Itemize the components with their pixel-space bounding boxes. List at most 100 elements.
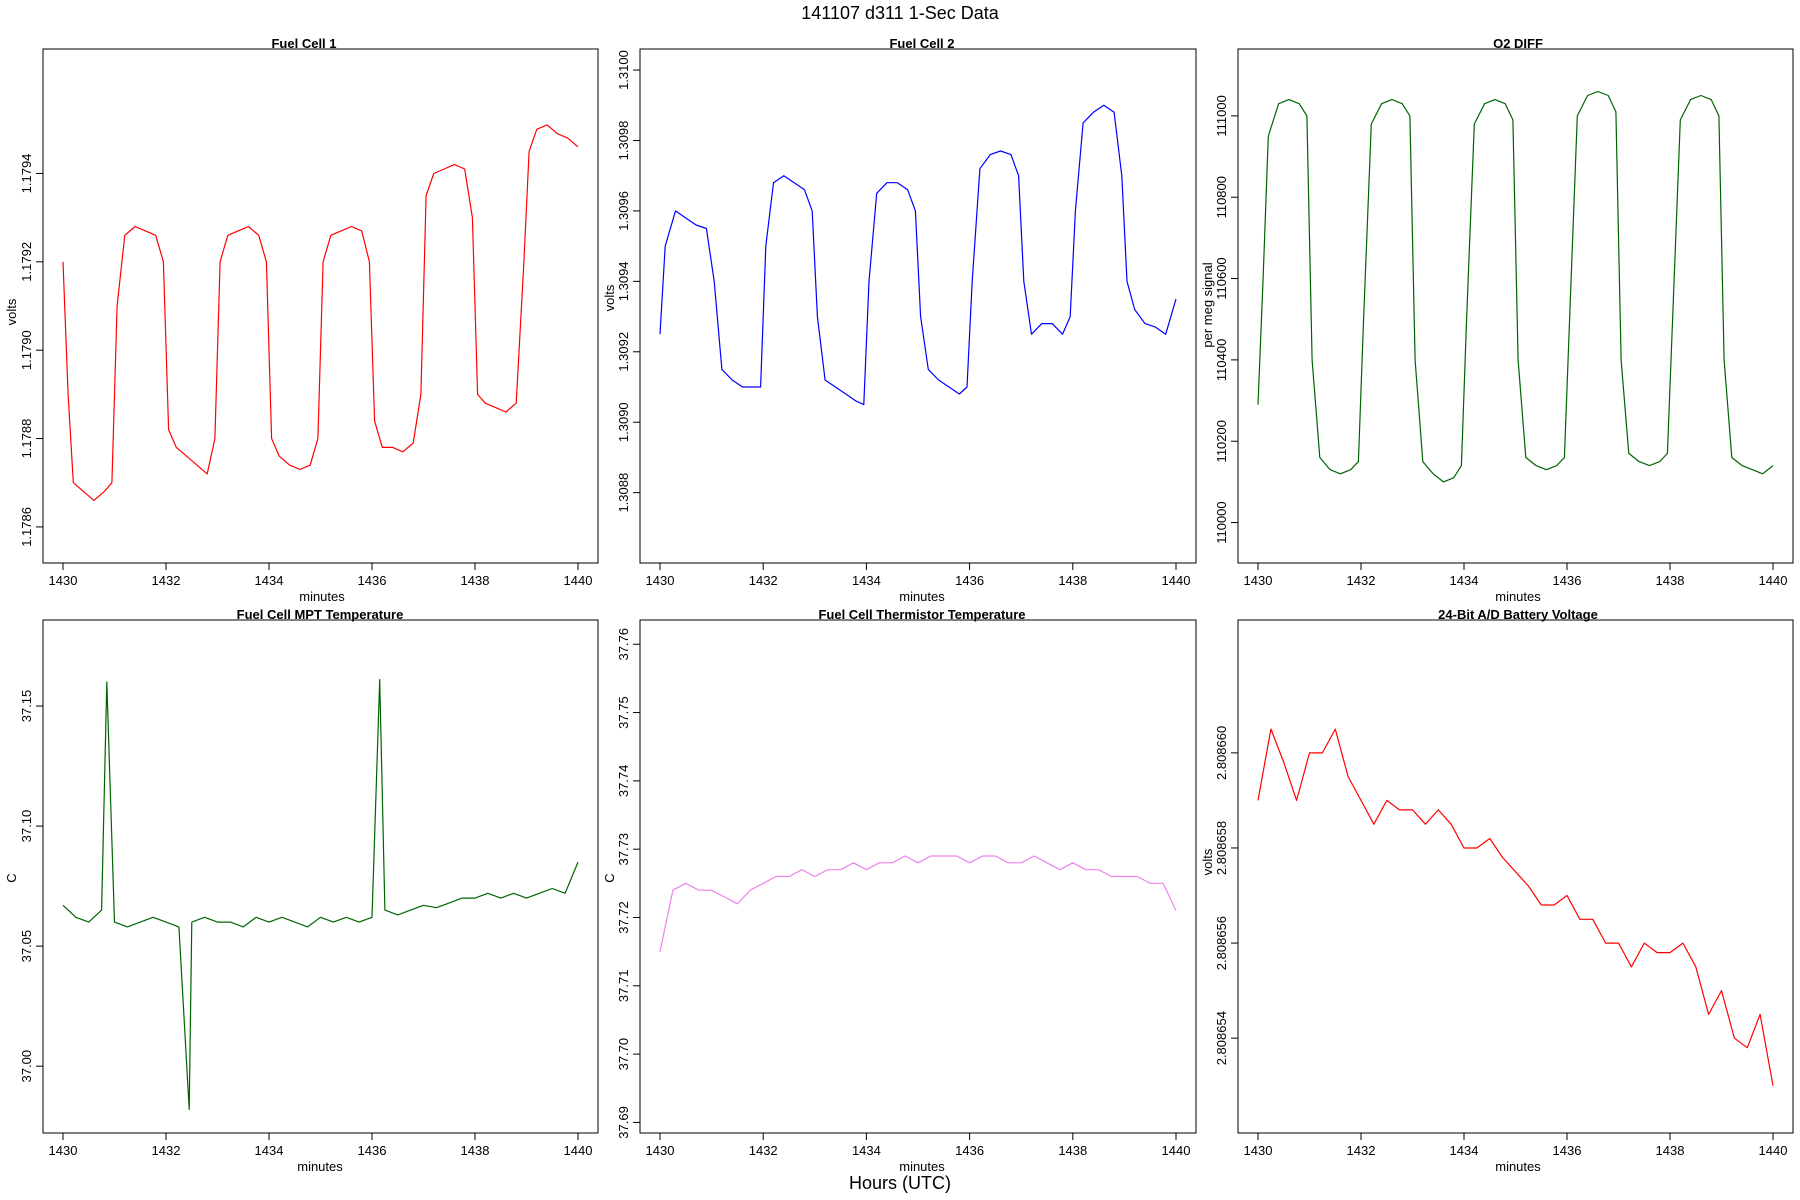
y-tick-label: 110200 <box>1214 420 1229 462</box>
y-tick-label: 2.808658 <box>1214 821 1229 875</box>
y-tick-label: 1.3092 <box>616 332 631 372</box>
y-tick-label: 1.3088 <box>616 473 631 513</box>
y-tick-label: 37.73 <box>616 833 631 866</box>
x-tick-label: 1440 <box>564 1143 593 1158</box>
panel-fuel-cell-1: Fuel Cell 1 minutes volts 1430 1432 1434 14… <box>4 36 599 604</box>
y-axis-label: C <box>4 873 19 882</box>
x-tick-label: 1430 <box>1244 1143 1273 1158</box>
x-tick-label: 1438 <box>1058 573 1087 588</box>
panel-title: O2 DIFF <box>1493 36 1543 51</box>
x-tick-label: 1440 <box>1759 573 1788 588</box>
x-tick-label: 1432 <box>1347 573 1376 588</box>
plot-frame <box>42 619 599 1134</box>
y-tick-label: 37.71 <box>616 970 631 1003</box>
x-axis-label: minutes <box>899 1159 945 1174</box>
x-tick-label: 1436 <box>358 573 387 588</box>
panel-title: Fuel Cell Thermistor Temperature <box>818 607 1025 622</box>
plot-frame <box>1237 48 1794 564</box>
panel-title: Fuel Cell MPT Temperature <box>237 607 404 622</box>
x-tick-label: 1440 <box>1759 1143 1788 1158</box>
y-axis-label: volts <box>1200 848 1215 875</box>
series-line <box>659 855 1177 952</box>
x-tick-label: 1438 <box>1656 1143 1685 1158</box>
y-tick-label: 2.808660 <box>1214 726 1229 780</box>
x-axis-label: minutes <box>1495 1159 1541 1174</box>
y-tick-label: 1.1794 <box>19 154 34 194</box>
figure-x-axis-title: Hours (UTC) <box>849 1173 951 1193</box>
x-tick-label: 1432 <box>1347 1143 1376 1158</box>
y-tick-label: 1.3094 <box>616 261 631 301</box>
x-axis-label: minutes <box>1495 589 1541 604</box>
x-tick-label: 1432 <box>152 573 181 588</box>
series-line <box>1257 90 1774 483</box>
series-line <box>62 678 579 1111</box>
y-tick-label: 37.72 <box>616 901 631 934</box>
series-line <box>62 124 579 501</box>
y-tick-label: 1.3098 <box>616 121 631 161</box>
y-tick-label: 37.15 <box>19 690 34 723</box>
panel-fuel-cell-2: Fuel Cell 2 minutes volts 1430 1432 1434 14… <box>602 36 1197 604</box>
x-tick-label: 1430 <box>49 573 78 588</box>
x-tick-label: 1432 <box>749 573 778 588</box>
y-tick-label: 37.05 <box>19 930 34 963</box>
x-tick-label: 1440 <box>1162 1143 1191 1158</box>
x-tick-label: 1438 <box>461 1143 490 1158</box>
x-tick-label: 1432 <box>749 1143 778 1158</box>
y-tick-label: 1.3090 <box>616 402 631 442</box>
panel-title: Fuel Cell 1 <box>271 36 336 51</box>
x-tick-label: 1436 <box>1553 573 1582 588</box>
panel-title: Fuel Cell 2 <box>889 36 954 51</box>
x-tick-label: 1434 <box>852 1143 881 1158</box>
plot-frame <box>639 619 1197 1134</box>
x-tick-label: 1434 <box>852 573 881 588</box>
x-tick-label: 1436 <box>955 573 984 588</box>
panel-title: 24-Bit A/D Battery Voltage <box>1438 607 1598 622</box>
x-tick-label: 1436 <box>1553 1143 1582 1158</box>
figure-title: 141107 d311 1-Sec Data <box>801 3 999 23</box>
x-tick-label: 1436 <box>358 1143 387 1158</box>
x-tick-label: 1432 <box>152 1143 181 1158</box>
y-tick-label: 37.74 <box>616 765 631 798</box>
x-tick-label: 1430 <box>49 1143 78 1158</box>
x-tick-label: 1434 <box>255 573 284 588</box>
y-tick-label: 37.10 <box>19 810 34 843</box>
y-tick-label: 37.70 <box>616 1038 631 1071</box>
panel-fuel-cell-mpt-temperature: Fuel Cell MPT Temperature minutes C 1430… <box>4 607 599 1174</box>
y-tick-label: 110800 <box>1214 176 1229 218</box>
y-tick-label: 111000 <box>1214 95 1229 136</box>
x-tick-label: 1434 <box>1450 573 1479 588</box>
y-tick-label: 1.1790 <box>19 330 34 370</box>
x-axis-label: minutes <box>297 1159 343 1174</box>
panel-battery-voltage: 24-Bit A/D Battery Voltage minutes volts… <box>1200 607 1794 1174</box>
y-tick-label: 110400 <box>1214 339 1229 381</box>
y-tick-label: 2.808654 <box>1214 1011 1229 1065</box>
x-tick-label: 1440 <box>564 573 593 588</box>
y-tick-label: 37.76 <box>616 628 631 661</box>
x-tick-label: 1434 <box>255 1143 284 1158</box>
y-tick-label: 2.808656 <box>1214 916 1229 970</box>
plot-frame <box>639 48 1197 564</box>
y-tick-label: 1.3100 <box>616 50 631 90</box>
x-axis-label: minutes <box>899 589 945 604</box>
x-tick-label: 1438 <box>1656 573 1685 588</box>
y-tick-label: 37.75 <box>616 696 631 729</box>
y-axis-label: C <box>602 873 617 882</box>
x-tick-label: 1440 <box>1162 573 1191 588</box>
y-tick-label: 1.1792 <box>19 242 34 282</box>
x-tick-label: 1430 <box>1244 573 1273 588</box>
x-tick-label: 1436 <box>955 1143 984 1158</box>
x-tick-label: 1438 <box>461 573 490 588</box>
y-tick-label: 37.69 <box>616 1106 631 1139</box>
y-axis-label: volts <box>4 298 19 325</box>
series-line <box>1257 728 1774 1086</box>
y-tick-label: 1.1786 <box>19 507 34 547</box>
y-tick-label: 1.3096 <box>616 191 631 231</box>
panel-fuel-cell-thermistor-temperature: Fuel Cell Thermistor Temperature minutes… <box>602 607 1197 1174</box>
panel-o2-diff: O2 DIFF minutes per meg signal 1430 1432 1… <box>1200 36 1794 604</box>
plot-frame <box>1237 619 1794 1134</box>
plot-frame <box>42 48 599 564</box>
y-tick-label: 1.1788 <box>19 419 34 459</box>
y-tick-label: 110600 <box>1214 257 1229 299</box>
x-tick-label: 1430 <box>646 573 675 588</box>
